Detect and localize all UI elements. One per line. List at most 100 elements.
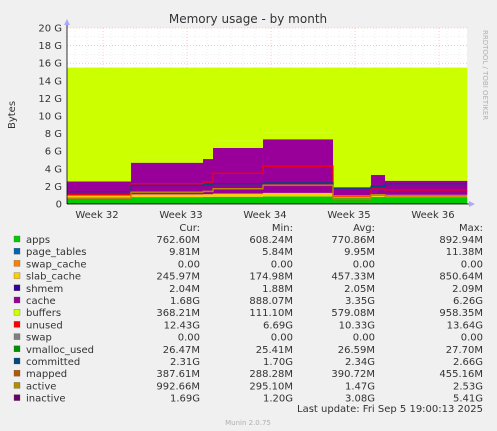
legend-swatch [13,272,21,279]
area-slab_cache [213,193,264,197]
x-tick-label: Week 34 [243,210,286,221]
area-unused [213,67,264,141]
legend-value: 992.66M [156,381,200,392]
area-buffers [333,184,372,188]
legend-value: 9.81M [169,247,200,258]
legend-value: 0.00 [353,333,375,344]
legend-name: inactive [26,394,66,405]
y-tick-label: 2 G [45,182,62,193]
legend-header: Max: [459,223,483,234]
legend-value: 288.28M [249,369,293,380]
legend-name: committed [26,357,80,368]
area-unused [371,67,386,172]
legend-name: mapped [26,369,67,380]
area-unused [263,67,334,133]
legend-value: 9.95M [344,247,375,258]
legend-value: 2.34G [345,357,375,368]
legend-name: swap_cache [26,259,86,270]
area-buffers [67,177,132,182]
legend-value: 2.31G [170,357,200,368]
legend-value: 2.04M [169,284,200,295]
legend-name: slab_cache [26,272,81,283]
area-apps [67,197,132,204]
area-apps [213,196,264,204]
legend-swatch [13,296,21,304]
data-lines [67,165,467,205]
y-tick-label: 0 [56,200,62,211]
y-tick-label: 12 G [38,94,62,105]
legend-value: 25.41M [256,345,293,356]
area-cache [333,187,372,196]
area-cache [203,159,214,195]
y-axis-label: Bytes [7,101,18,129]
legend-swatch [13,321,21,328]
legend-name: active [26,381,56,392]
legend-value: 3.08G [345,394,375,405]
legend-value: 958.35M [439,308,483,319]
legend-value: 1.68G [170,296,200,307]
area-unused [333,67,372,185]
legend-swatch [13,357,21,365]
area-buffers [263,132,334,140]
legend-value: 455.16M [439,369,483,380]
legend-value: 5.41G [453,394,483,405]
legend-swatch [13,309,21,316]
area-slab_cache [263,192,334,197]
area-apps [263,196,334,204]
legend-value: 770.86M [331,235,375,246]
legend-value: 892.94M [439,235,483,246]
area-apps [371,196,386,204]
rrdtool-side-label: RRDTOOL / TOBI OETIKER [481,30,489,120]
legend-value: 13.64G [447,320,483,331]
legend-swatch [13,333,21,340]
legend-value: 2.66G [453,357,483,368]
legend-swatch [13,345,21,352]
legend-value: 0.00 [271,333,293,344]
x-tick-label: Week 32 [75,210,118,221]
legend-value: 390.72M [331,369,375,380]
y-tick-label: 18 G [38,41,62,52]
legend-value: 1.88M [262,284,293,295]
area-buffers [131,156,204,163]
legend-value: 26.47M [163,345,200,356]
legend-value: 111.10M [249,308,293,319]
legend-value: 6.69G [263,320,293,331]
legend-value: 12.43G [164,320,200,331]
legend-name: shmem [26,284,63,295]
legend-value: 2.53G [453,381,483,392]
area-unused [67,67,132,178]
area-buffers [213,140,264,148]
legend-value: 0.00 [461,333,483,344]
area-buffers [371,171,386,175]
area-buffers [385,177,468,181]
x-tick-label: Week 35 [327,210,370,221]
legend-swatch [13,394,21,401]
legend-value: 245.97M [156,272,200,283]
legend-name: apps [26,235,50,246]
y-tick-label: 20 G [38,24,62,35]
legend-name: swap [26,333,52,344]
legend-value: 1.69G [170,394,200,405]
legend-header: Min: [272,223,293,234]
legend-value: 608.24M [249,235,293,246]
legend-value: 0.00 [178,333,200,344]
area-unused [131,67,204,157]
area-slab_cache [67,195,132,198]
area-cache [67,181,132,196]
legend-value: 26.59M [338,345,375,356]
legend-value: 850.64M [439,272,483,283]
area-apps [385,197,468,204]
legend-swatch [13,260,21,267]
munin-footer: Munin 2.0.75 [225,419,271,427]
area-cache [213,147,264,194]
legend-value: 27.70M [446,345,483,356]
area-slab_cache [203,194,214,197]
legend-value: 0.00 [271,259,293,270]
legend-value: 1.20G [263,394,293,405]
legend-swatch [13,370,21,377]
line-unused [67,165,467,197]
legend-value: 11.38M [446,247,483,258]
area-unused [203,67,214,152]
legend-value: 0.00 [353,259,375,270]
area-slab_cache [131,194,204,198]
